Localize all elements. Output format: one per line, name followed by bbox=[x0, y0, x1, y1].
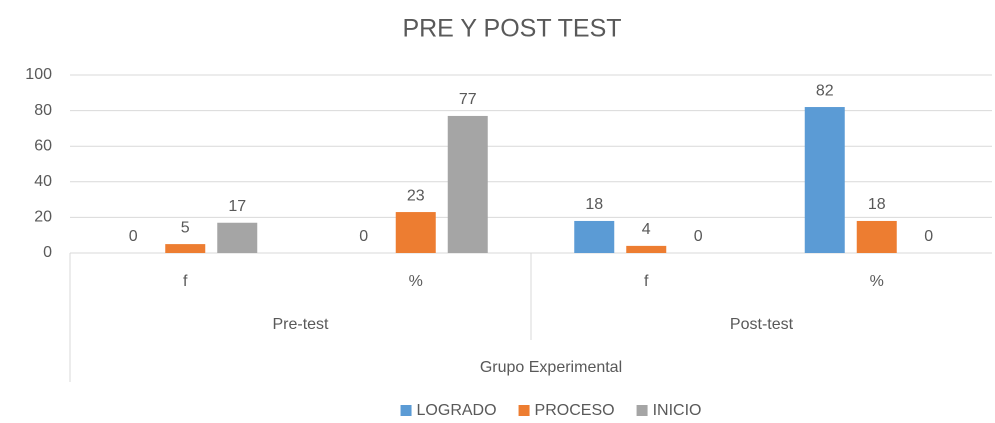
chart-title: PRE Y POST TEST bbox=[402, 15, 621, 43]
bar bbox=[574, 220, 615, 253]
x-tick-label: % bbox=[409, 273, 423, 290]
y-tick-label: 60 bbox=[34, 137, 52, 154]
legend-swatch bbox=[518, 405, 530, 416]
legend-swatch bbox=[400, 405, 412, 416]
x-tick-label: f bbox=[644, 273, 649, 290]
data-label: 18 bbox=[868, 196, 886, 213]
group-label: Post-test bbox=[730, 316, 794, 333]
group-label: Pre-test bbox=[272, 316, 329, 333]
bar bbox=[626, 245, 667, 253]
group-label: Grupo Experimental bbox=[480, 359, 622, 376]
bar bbox=[447, 115, 488, 253]
y-tick-label: 0 bbox=[43, 244, 52, 261]
legend-label: LOGRADO bbox=[417, 402, 497, 419]
legend-swatch bbox=[636, 405, 648, 416]
x-tick-label: f bbox=[183, 273, 188, 290]
bar bbox=[217, 222, 258, 253]
x-tick-label: % bbox=[870, 273, 884, 290]
data-label: 4 bbox=[642, 221, 651, 238]
data-label: 0 bbox=[129, 228, 138, 245]
data-label: 82 bbox=[816, 82, 834, 99]
data-label: 77 bbox=[459, 91, 477, 108]
data-label: 17 bbox=[228, 198, 246, 215]
y-tick-label: 20 bbox=[34, 209, 52, 226]
data-label: 5 bbox=[181, 219, 190, 236]
bar bbox=[395, 212, 436, 253]
legend-label: PROCESO bbox=[535, 402, 615, 419]
bar bbox=[804, 107, 845, 253]
data-label: 18 bbox=[585, 196, 603, 213]
bar bbox=[165, 244, 206, 253]
y-tick-label: 100 bbox=[25, 66, 52, 83]
data-label: 0 bbox=[694, 228, 703, 245]
bar bbox=[856, 220, 897, 253]
data-label: 0 bbox=[359, 228, 368, 245]
data-label: 0 bbox=[924, 228, 933, 245]
data-label: 23 bbox=[407, 187, 425, 204]
y-tick-label: 80 bbox=[34, 102, 52, 119]
legend-label: INICIO bbox=[653, 402, 702, 419]
y-tick-label: 40 bbox=[34, 173, 52, 190]
